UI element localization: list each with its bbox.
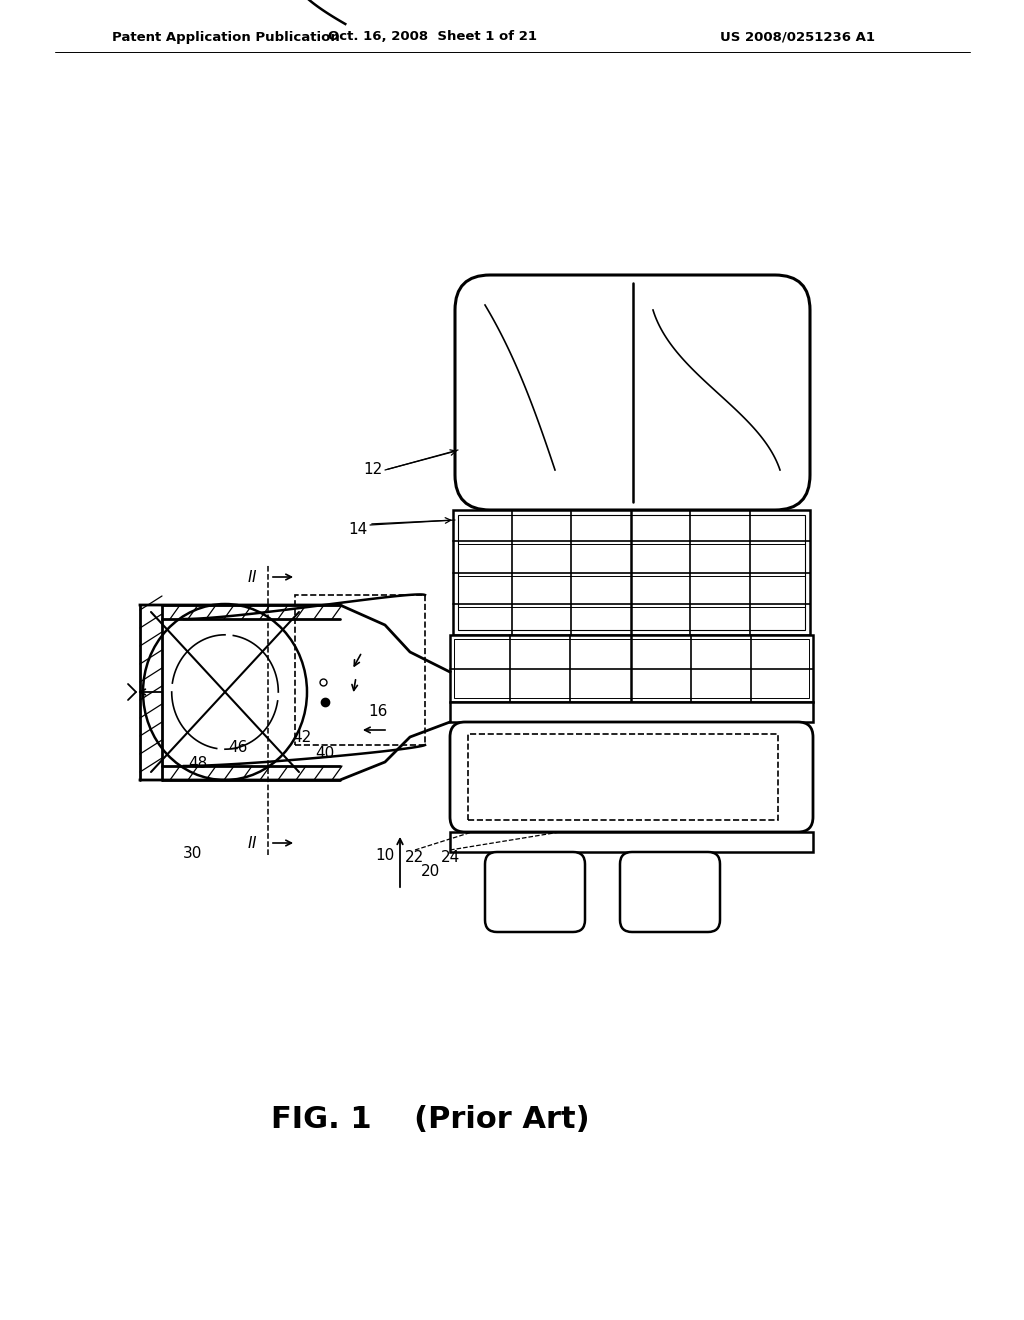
Text: Oct. 16, 2008  Sheet 1 of 21: Oct. 16, 2008 Sheet 1 of 21 — [328, 30, 537, 44]
Text: $\mathit{II}$: $\mathit{II}$ — [248, 569, 258, 585]
Text: FIG. 1    (Prior Art): FIG. 1 (Prior Art) — [270, 1106, 590, 1134]
Text: 22: 22 — [406, 850, 425, 866]
Text: 20: 20 — [421, 865, 439, 879]
Text: US 2008/0251236 A1: US 2008/0251236 A1 — [720, 30, 874, 44]
Bar — [295, 595, 425, 744]
FancyBboxPatch shape — [455, 275, 810, 510]
Bar — [458, 515, 805, 630]
Text: $\mathit{II}$: $\mathit{II}$ — [248, 836, 258, 851]
Text: 10: 10 — [376, 847, 394, 862]
FancyBboxPatch shape — [485, 851, 585, 932]
FancyBboxPatch shape — [450, 722, 813, 832]
Text: Patent Application Publication: Patent Application Publication — [112, 30, 340, 44]
Bar — [454, 639, 809, 698]
Bar — [468, 734, 778, 820]
FancyBboxPatch shape — [620, 851, 720, 932]
Text: 46: 46 — [228, 741, 248, 755]
Bar — [450, 832, 813, 851]
Text: 48: 48 — [188, 755, 208, 771]
Text: 42: 42 — [293, 730, 311, 746]
Text: 24: 24 — [440, 850, 460, 866]
Bar — [453, 510, 810, 635]
Text: 40: 40 — [315, 746, 335, 760]
Bar — [450, 635, 813, 702]
Text: 30: 30 — [182, 846, 202, 861]
Text: 16: 16 — [368, 705, 387, 719]
Text: 12: 12 — [364, 462, 383, 478]
Text: 14: 14 — [348, 523, 368, 537]
Bar — [450, 702, 813, 722]
